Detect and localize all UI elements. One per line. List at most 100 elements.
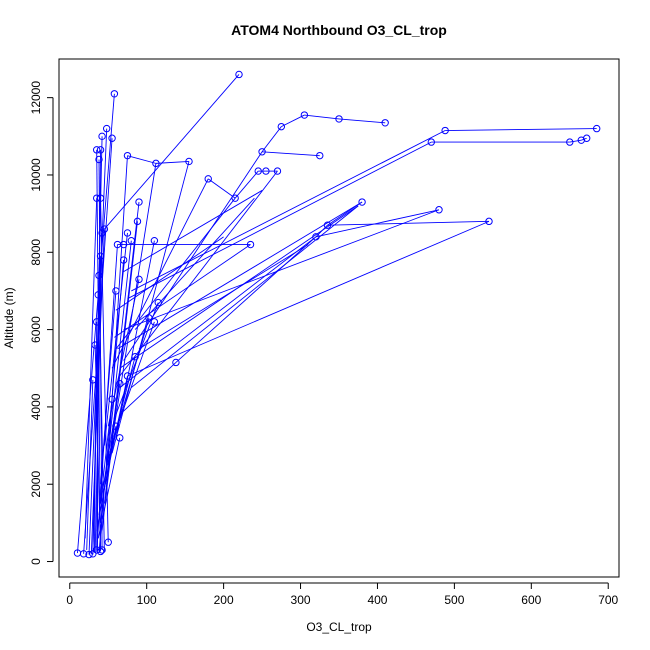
series-line-segment <box>138 244 309 350</box>
data-point <box>485 217 493 226</box>
y-tick-label: 2000 <box>29 471 43 498</box>
series-line-segment <box>127 155 157 164</box>
series-line-segment <box>315 209 440 238</box>
data-point <box>89 376 97 384</box>
data-point <box>566 138 574 146</box>
series-line-segment <box>100 290 117 485</box>
data-point <box>592 124 601 133</box>
x-tick-label: 300 <box>291 593 311 607</box>
series-line-segment <box>281 114 305 128</box>
data-point <box>92 318 101 326</box>
data-point <box>262 167 270 175</box>
series-line-segment <box>261 126 282 153</box>
data-point <box>258 148 266 156</box>
data-point <box>123 151 132 160</box>
data-point <box>85 550 93 559</box>
data-point <box>89 550 97 558</box>
series-line-segment <box>86 379 94 550</box>
data-point <box>127 236 136 245</box>
data-point <box>185 157 193 166</box>
data-point <box>123 229 132 237</box>
data-point <box>231 194 239 202</box>
data-point <box>358 198 366 206</box>
data-point <box>102 124 111 133</box>
data-point <box>112 287 120 295</box>
series-line-segment <box>119 170 278 377</box>
data-point <box>92 194 101 202</box>
x-tick-label: 0 <box>66 593 73 607</box>
data-point <box>94 291 102 299</box>
series-line-segment <box>134 197 255 330</box>
data-point <box>96 194 105 202</box>
data-point <box>323 221 332 229</box>
series-line-segment <box>155 160 190 164</box>
data-point <box>235 70 243 79</box>
series-line-segment <box>92 256 101 555</box>
series-line-segment <box>127 220 490 377</box>
series-line-segment <box>234 170 259 199</box>
data-point <box>273 167 282 175</box>
data-point <box>108 395 116 403</box>
series-line-segment <box>106 155 128 485</box>
y-tick-label: 0 <box>29 558 43 565</box>
data-point <box>98 132 106 141</box>
data-point <box>116 380 124 388</box>
plot-frame <box>58 58 620 578</box>
series-points <box>73 70 601 559</box>
data-point <box>254 167 262 175</box>
series-line-segment <box>101 221 138 531</box>
series-line-segment <box>100 240 132 523</box>
y-axis-label: Altitude (m) <box>2 287 16 348</box>
y-tick-label: 12000 <box>29 81 43 115</box>
data-point <box>79 550 88 558</box>
x-tick-label: 200 <box>214 593 234 607</box>
data-point <box>133 217 142 226</box>
y-axis: 0 2000 4000 6000 8000 10000 12000 <box>29 81 54 565</box>
data-point <box>98 546 106 554</box>
series-line-segment <box>131 205 359 388</box>
series-line-segment <box>327 220 490 226</box>
data-point <box>300 111 309 119</box>
series-line-segment <box>338 118 386 124</box>
x-axis: 0 100 200 300 400 500 600 700 <box>66 582 619 607</box>
series-line-segment <box>114 244 251 338</box>
series-line-segment <box>94 232 103 554</box>
series-line-segment <box>119 236 317 388</box>
data-point <box>246 240 255 249</box>
data-point <box>135 198 143 206</box>
x-tick-label: 700 <box>598 593 618 607</box>
series-line-segment <box>98 399 113 516</box>
data-point <box>119 240 128 249</box>
y-tick-label: 4000 <box>29 393 43 420</box>
series-lines <box>77 74 597 555</box>
x-tick-label: 400 <box>367 593 387 607</box>
series-line-segment <box>111 178 209 369</box>
data-point <box>96 547 105 556</box>
data-point <box>582 134 591 142</box>
series-line-segment <box>175 236 317 363</box>
data-point <box>135 275 143 284</box>
data-point <box>172 358 180 367</box>
data-point <box>110 90 119 98</box>
data-point <box>91 341 99 349</box>
x-tick-label: 600 <box>521 593 541 607</box>
series-line-segment <box>96 426 117 531</box>
data-point <box>435 206 443 214</box>
chart-title: ATOM4 Northbound O3_CL_trop <box>231 22 447 38</box>
data-point <box>95 271 103 280</box>
series-line-segment <box>100 383 121 504</box>
data-point <box>150 318 159 326</box>
data-point <box>116 434 124 442</box>
data-point <box>92 546 101 554</box>
x-tick-label: 100 <box>137 593 157 607</box>
series-line-segment <box>97 437 121 539</box>
series-line-segment <box>117 201 363 350</box>
data-point <box>95 155 103 164</box>
data-point <box>108 134 116 142</box>
data-point <box>100 225 109 233</box>
series-line-segment <box>104 74 240 230</box>
series-line-segment <box>77 93 115 554</box>
series-line-segment <box>445 128 597 131</box>
data-point <box>152 159 160 168</box>
